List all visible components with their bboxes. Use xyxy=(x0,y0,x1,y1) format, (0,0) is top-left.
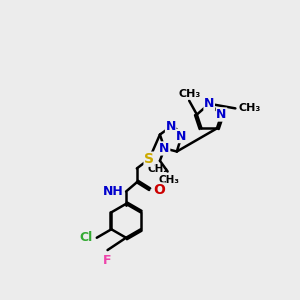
Text: CH₂: CH₂ xyxy=(147,164,168,174)
Text: N: N xyxy=(204,97,214,110)
Text: N: N xyxy=(216,108,227,121)
Text: N: N xyxy=(159,142,170,155)
Text: CH₃: CH₃ xyxy=(178,89,200,99)
Text: F: F xyxy=(103,254,112,267)
Text: NH: NH xyxy=(103,185,124,198)
Text: N: N xyxy=(176,130,187,142)
Text: Cl: Cl xyxy=(80,231,93,244)
Text: N: N xyxy=(166,120,176,134)
Text: O: O xyxy=(153,183,165,197)
Text: CH₃: CH₃ xyxy=(159,175,180,184)
Text: CH₃: CH₃ xyxy=(238,103,261,113)
Text: S: S xyxy=(144,152,154,166)
